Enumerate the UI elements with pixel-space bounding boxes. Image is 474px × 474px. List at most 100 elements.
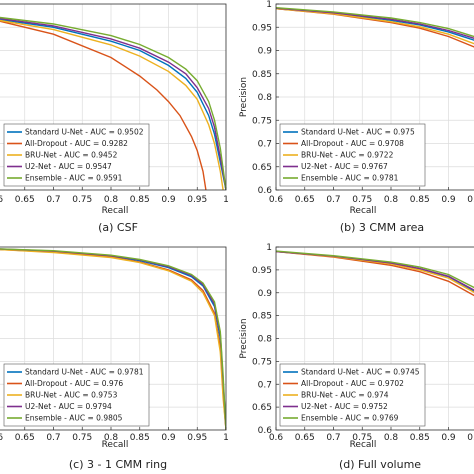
x-tick-label: 0.8 (104, 433, 119, 443)
x-tick-label: 0.65 (295, 195, 315, 205)
x-tick-label: 0.75 (72, 195, 92, 205)
legend-entry-4: U2-Net - AUC = 0.9767 (301, 162, 388, 171)
legend-entry-4: U2-Net - AUC = 0.9752 (301, 402, 388, 411)
panel-caption: (a) CSF (98, 221, 138, 234)
legend-entry-2: All-Dropout - AUC = 0.9708 (301, 139, 404, 148)
x-tick-label: 0.85 (130, 195, 150, 205)
x-tick-label: 0.9 (441, 433, 456, 443)
y-tick-label: 0.85 (252, 70, 272, 80)
series-line-5 (0, 248, 226, 430)
x-tick-label: 0.6 (269, 433, 284, 443)
x-tick-label: 0.95 (467, 433, 474, 443)
legend: Standard U-Net - AUC = 0.9502 All-Dropout… (3, 123, 150, 187)
y-axis-label: Precision (239, 318, 249, 358)
legend-entry-2: All-Dropout - AUC = 0.976 (25, 379, 123, 388)
chart-panel-4: 0.6 0.65 0.7 0.75 0.8 0.85 0.9 0.95 0.6 0.65 0.7 0.… (239, 243, 474, 471)
x-tick-label: 0.85 (410, 195, 430, 205)
x-tick-label: 0.65 (15, 195, 35, 205)
series-line-5 (276, 7, 474, 38)
x-tick-label: 0.8 (104, 195, 119, 205)
y-tick-label: 0.9 (258, 47, 273, 57)
y-tick-label: 0.85 (252, 312, 272, 322)
y-tick-label: 0.65 (252, 163, 272, 173)
series-line-3 (0, 248, 226, 430)
x-tick-label: 0.75 (352, 433, 372, 443)
series-lines (0, 248, 226, 430)
legend-entry-3: BRU-Net - AUC = 0.9452 (25, 151, 118, 160)
legend-entry-4: U2-Net - AUC = 0.9794 (25, 402, 112, 411)
y-tick-label: 1 (266, 0, 272, 10)
series-lines (276, 250, 474, 297)
x-tick-label: 0.65 (15, 433, 35, 443)
x-tick-label: 0.85 (410, 433, 430, 443)
x-tick-label: 0.6 (0, 433, 3, 443)
y-tick-label: 0.9 (258, 289, 273, 299)
x-axis-label: Recall (350, 440, 377, 450)
series-line-5 (276, 250, 474, 289)
y-tick-label: 0.7 (258, 140, 272, 150)
legend-entry-3: BRU-Net - AUC = 0.9722 (301, 151, 394, 160)
legend-entry-1: Standard U-Net - AUC = 0.9745 (301, 368, 420, 377)
y-tick-label: 0.75 (252, 357, 272, 367)
y-tick-label: 0.75 (252, 116, 272, 126)
legend: Standard U-Net - AUC = 0.9745 All-Dropout… (279, 363, 426, 427)
legend-box (3, 363, 150, 427)
x-tick-label: 0.95 (467, 195, 474, 205)
y-tick-label: 0.95 (252, 23, 272, 33)
x-tick-label: 0.8 (384, 433, 399, 443)
x-tick-label: 0.7 (326, 433, 340, 443)
x-tick-label: 0.9 (161, 195, 176, 205)
legend-entry-2: All-Dropout - AUC = 0.9702 (301, 379, 404, 388)
x-tick-label: 0.7 (326, 195, 340, 205)
series-line-3 (0, 19, 224, 190)
x-axis-label: Recall (102, 440, 129, 450)
series-lines (276, 7, 474, 48)
x-tick-label: 0.6 (269, 195, 284, 205)
x-axis-label: Recall (350, 206, 377, 216)
x-tick-label: 0.75 (72, 433, 92, 443)
x-tick-label: 0.75 (352, 195, 372, 205)
chart-panel-2: 0.6 0.65 0.7 0.75 0.8 0.85 0.9 0.95 0.6 0.65 0.7 0.… (239, 0, 474, 234)
series-line-4 (0, 17, 226, 190)
x-tick-label: 0.8 (384, 195, 399, 205)
legend: Standard U-Net - AUC = 0.9781 All-Dropout… (3, 363, 150, 427)
x-tick-label: 0.85 (130, 433, 150, 443)
legend-box (279, 123, 426, 187)
panel-caption: (c) 3 - 1 CMM ring (69, 458, 167, 471)
y-tick-label: 0.6 (258, 426, 273, 436)
y-tick-label: 0.7 (258, 380, 272, 390)
panel-caption: (b) 3 CMM area (340, 221, 424, 234)
x-tick-label: 0.6 (0, 195, 3, 205)
y-tick-label: 0.6 (258, 186, 273, 196)
y-tick-label: 1 (266, 243, 272, 253)
y-tick-label: 0.8 (258, 93, 273, 103)
chart-panel-3: 0.6 0.65 0.7 0.75 0.8 0.85 0.9 0.95 1 Recall Stand… (0, 246, 229, 471)
legend-entry-1: Standard U-Net - AUC = 0.9781 (25, 368, 144, 377)
legend-entry-3: BRU-Net - AUC = 0.9753 (25, 391, 118, 400)
x-tick-label: 0.65 (295, 433, 315, 443)
legend-entry-5: Ensemble - AUC = 0.9591 (25, 174, 123, 183)
series-line-3 (276, 8, 474, 45)
x-axis-label: Recall (102, 206, 129, 216)
legend-entry-5: Ensemble - AUC = 0.9769 (301, 414, 399, 423)
y-tick-label: 0.65 (252, 403, 272, 413)
series-line-5 (0, 16, 226, 190)
legend-entry-1: Standard U-Net - AUC = 0.975 (301, 128, 415, 137)
x-tick-label: 1 (223, 433, 229, 443)
legend-entry-5: Ensemble - AUC = 0.9805 (25, 414, 123, 423)
x-tick-label: 0.95 (187, 433, 207, 443)
legend: Standard U-Net - AUC = 0.975 All-Dropout … (279, 123, 426, 187)
legend-entry-5: Ensemble - AUC = 0.9781 (301, 174, 399, 183)
series-line-4 (276, 7, 474, 40)
y-axis-label: Precision (239, 77, 249, 117)
legend-entry-4: U2-Net - AUC = 0.9547 (25, 162, 112, 171)
legend-entry-2: All-Dropout - AUC = 0.9282 (25, 139, 128, 148)
x-tick-label: 0.9 (441, 195, 456, 205)
chart-panel-1: 0.6 0.65 0.7 0.75 0.8 0.85 0.9 0.95 1 Recall Stand… (0, 3, 229, 234)
series-lines (0, 16, 226, 190)
legend-box (3, 123, 150, 187)
x-tick-label: 0.7 (46, 433, 60, 443)
legend-entry-3: BRU-Net - AUC = 0.974 (301, 391, 389, 400)
x-tick-label: 0.7 (46, 195, 60, 205)
